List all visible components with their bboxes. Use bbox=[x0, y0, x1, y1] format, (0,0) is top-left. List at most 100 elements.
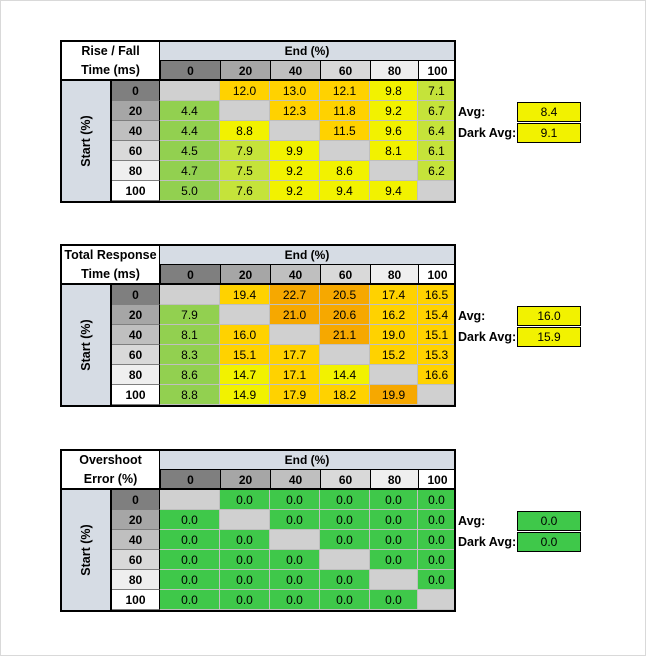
table-cell: 0.0 bbox=[160, 570, 220, 590]
column-header-40: 40 bbox=[270, 61, 320, 81]
column-header-40: 40 bbox=[270, 470, 320, 490]
table-cell: 20.5 bbox=[320, 285, 370, 305]
table-cell: 0.0 bbox=[370, 490, 418, 510]
dark-avg-value: 0.0 bbox=[517, 532, 581, 552]
table-cell: 21.1 bbox=[320, 325, 370, 345]
table-cell: 7.6 bbox=[220, 181, 270, 201]
table-title: Total Response Time (ms) bbox=[60, 244, 160, 285]
table-cell: 14.4 bbox=[320, 365, 370, 385]
table-cell bbox=[220, 101, 270, 121]
table-cell: 0.0 bbox=[160, 510, 220, 530]
table-cell: 11.5 bbox=[320, 121, 370, 141]
table-cell: 8.1 bbox=[160, 325, 220, 345]
table-cell: 0.0 bbox=[320, 590, 370, 610]
table-title-line2: Time (ms) bbox=[81, 63, 140, 77]
table-cell: 11.8 bbox=[320, 101, 370, 121]
dark-avg-label: Dark Avg: bbox=[458, 126, 517, 140]
table-cell: 0.0 bbox=[220, 490, 270, 510]
table-cell: 19.4 bbox=[220, 285, 270, 305]
table-cell bbox=[220, 510, 270, 530]
table-cell: 9.2 bbox=[270, 161, 320, 181]
row-header-100: 100 bbox=[112, 590, 160, 610]
table-cell: 13.0 bbox=[270, 81, 320, 101]
table-cell bbox=[320, 141, 370, 161]
table-cell: 4.7 bbox=[160, 161, 220, 181]
table-cell: 0.0 bbox=[270, 590, 320, 610]
table-cell: 9.8 bbox=[370, 81, 418, 101]
column-header-20: 20 bbox=[220, 265, 270, 285]
column-header-80: 80 bbox=[370, 265, 418, 285]
row-header-0: 0 bbox=[112, 285, 160, 305]
table-cell: 0.0 bbox=[370, 550, 418, 570]
table-cell: 7.5 bbox=[220, 161, 270, 181]
dark-avg-value: 15.9 bbox=[517, 327, 581, 347]
row-header-100: 100 bbox=[112, 181, 160, 201]
table-cell bbox=[320, 345, 370, 365]
start-percent-label: Start (%) bbox=[79, 115, 93, 167]
column-header-80: 80 bbox=[370, 61, 418, 81]
table-title-line2: Time (ms) bbox=[81, 267, 140, 281]
column-header-0: 0 bbox=[160, 470, 220, 490]
table-cell: 16.2 bbox=[370, 305, 418, 325]
table-cell: 15.1 bbox=[418, 325, 456, 345]
avg-label: Avg: bbox=[458, 105, 486, 119]
start-percent-label: Start (%) bbox=[79, 524, 93, 576]
table-cell: 0.0 bbox=[160, 590, 220, 610]
table-cell bbox=[370, 570, 418, 590]
table-cell: 0.0 bbox=[220, 570, 270, 590]
table-cell: 0.0 bbox=[418, 550, 456, 570]
table-cell: 6.4 bbox=[418, 121, 456, 141]
table-cell bbox=[270, 121, 320, 141]
row-header-60: 60 bbox=[112, 550, 160, 570]
start-percent-label: Start (%) bbox=[79, 319, 93, 371]
row-header-80: 80 bbox=[112, 161, 160, 181]
table-cell: 8.8 bbox=[160, 385, 220, 405]
table-cell: 17.4 bbox=[370, 285, 418, 305]
table-cell: 12.0 bbox=[220, 81, 270, 101]
row-header-40: 40 bbox=[112, 121, 160, 141]
table-cell: 6.1 bbox=[418, 141, 456, 161]
start-percent-header: Start (%) bbox=[60, 81, 112, 203]
row-header-100: 100 bbox=[112, 385, 160, 405]
table-cell: 5.0 bbox=[160, 181, 220, 201]
column-header-40: 40 bbox=[270, 265, 320, 285]
table-title: Overshoot Error (%) bbox=[60, 449, 160, 490]
table-cell: 21.0 bbox=[270, 305, 320, 325]
table-cell: 22.7 bbox=[270, 285, 320, 305]
table-cell: 18.2 bbox=[320, 385, 370, 405]
row-header-80: 80 bbox=[112, 570, 160, 590]
table-cell: 4.5 bbox=[160, 141, 220, 161]
table-cell bbox=[418, 590, 456, 610]
row-header-80: 80 bbox=[112, 365, 160, 385]
table-cell: 19.9 bbox=[370, 385, 418, 405]
table-1: Total Response Time (ms) End (%) 0 20 40 60 80 1… bbox=[60, 244, 456, 407]
table-cell: 8.6 bbox=[160, 365, 220, 385]
table-cell: 0.0 bbox=[418, 490, 456, 510]
table-cell: 0.0 bbox=[270, 550, 320, 570]
column-header-100: 100 bbox=[418, 61, 456, 81]
table-cell: 0.0 bbox=[220, 550, 270, 570]
table-cell: 16.6 bbox=[418, 365, 456, 385]
table-cell: 15.3 bbox=[418, 345, 456, 365]
table-cell: 0.0 bbox=[418, 510, 456, 530]
avg-value: 0.0 bbox=[517, 511, 581, 531]
table-cell: 19.0 bbox=[370, 325, 418, 345]
avg-label: Avg: bbox=[458, 309, 486, 323]
table-cell: 17.1 bbox=[270, 365, 320, 385]
table-cell: 0.0 bbox=[220, 590, 270, 610]
table-title-line2: Error (%) bbox=[83, 472, 138, 486]
table-cell bbox=[370, 365, 418, 385]
column-header-100: 100 bbox=[418, 470, 456, 490]
table-cell: 12.3 bbox=[270, 101, 320, 121]
end-percent-header: End (%) bbox=[160, 449, 456, 470]
column-header-0: 0 bbox=[160, 61, 220, 81]
avg-value: 16.0 bbox=[517, 306, 581, 326]
table-cell bbox=[220, 305, 270, 325]
row-header-0: 0 bbox=[112, 81, 160, 101]
table-cell bbox=[320, 550, 370, 570]
table-cell: 8.3 bbox=[160, 345, 220, 365]
column-header-20: 20 bbox=[220, 61, 270, 81]
dark-avg-value: 9.1 bbox=[517, 123, 581, 143]
table-cell: 15.4 bbox=[418, 305, 456, 325]
table-cell: 0.0 bbox=[320, 530, 370, 550]
